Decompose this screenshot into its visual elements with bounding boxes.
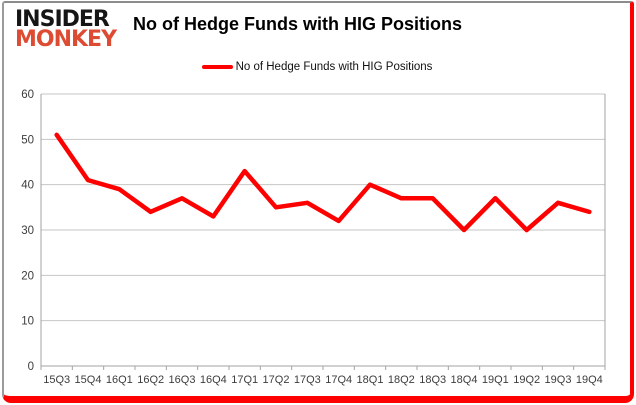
y-tick-label: 50 [21,134,34,146]
x-tick-label: 18Q4 [451,374,478,386]
x-tick-label: 17Q4 [325,374,352,386]
y-tick-label: 60 [21,89,34,101]
series-line [54,132,592,233]
y-tick-label: 10 [21,316,34,328]
chart-title: No of Hedge Funds with HIG Positions [133,14,462,34]
x-tick-label: 16Q2 [137,374,164,386]
chart-legend: No of Hedge Funds with HIG Positions [4,61,630,73]
x-tick-label: 15Q3 [43,374,70,386]
x-tick-label: 17Q1 [231,374,258,386]
legend-line-swatch [201,65,233,69]
y-tick-label: 40 [21,180,34,192]
x-tick-label: 16Q3 [169,374,196,386]
y-tick-label: 20 [21,270,34,282]
insider-monkey-logo: INSIDER MONKEY [15,7,117,53]
x-tick-label: 17Q2 [263,374,290,386]
x-tick-label: 19Q3 [545,374,572,386]
x-tick-label: 18Q1 [357,374,384,386]
x-tick-label: 19Q1 [482,374,509,386]
x-tick-label: 15Q4 [75,374,102,386]
x-tick-label: 18Q2 [388,374,415,386]
x-tick-label: 19Q2 [513,374,540,386]
y-tick-label: 0 [28,361,34,373]
logo-text-monkey: MONKEY [15,27,117,53]
x-tick-label: 17Q3 [294,374,321,386]
x-tick-label: 16Q1 [106,374,133,386]
logo-text-insider: INSIDER [15,7,110,32]
line-chart: 0 10 20 30 40 50 60 15Q3 15Q4 16Q1 16Q2 16Q3 16Q4 17Q… [21,89,606,386]
legend-label: No of Hedge Funds with HIG Positions [235,61,433,73]
x-tick-label: 16Q4 [200,374,227,386]
x-tick-label: 18Q3 [419,374,446,386]
y-tick-label: 30 [21,225,34,237]
x-tick-label: 19Q4 [576,374,603,386]
